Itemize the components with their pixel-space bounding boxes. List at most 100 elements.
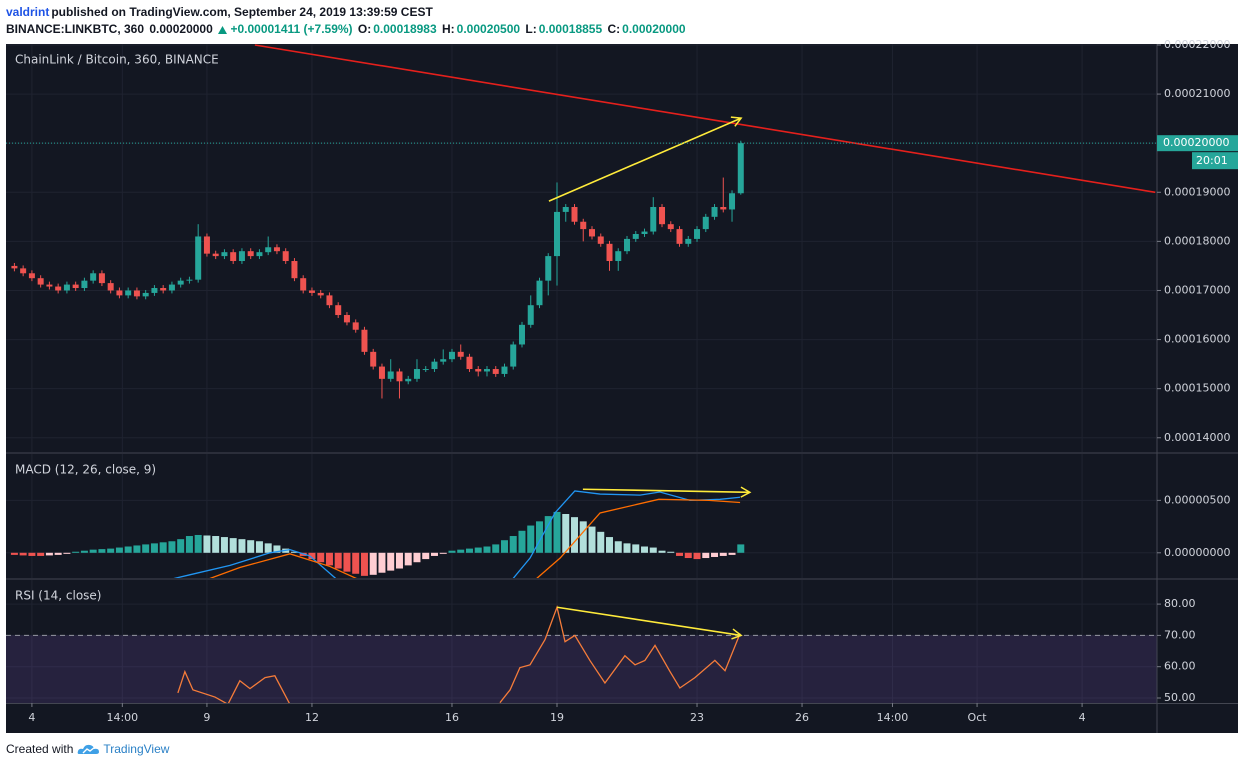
- candle-body: [326, 295, 333, 306]
- histogram-bar: [387, 552, 395, 571]
- histogram-bar: [220, 537, 228, 553]
- candle-body: [90, 273, 97, 281]
- ohlc-value: 0.00018983: [373, 22, 437, 36]
- candle-body: [659, 207, 666, 225]
- candle-body: [116, 290, 123, 296]
- candle-body: [667, 224, 674, 230]
- candle-body: [273, 247, 280, 252]
- histogram-bar: [527, 525, 535, 553]
- pane-title: ChainLink / Bitcoin, 360, BINANCE: [15, 53, 219, 67]
- histogram-bar: [168, 541, 176, 553]
- histogram-bar: [711, 552, 719, 557]
- y-tick-label: 0.00021000: [1164, 87, 1230, 100]
- candle-body: [632, 234, 639, 239]
- histogram-bar: [185, 536, 193, 553]
- candle-body: [378, 366, 385, 379]
- histogram-bar: [483, 546, 491, 553]
- histogram-bar: [684, 552, 692, 559]
- histogram-bar: [719, 552, 727, 556]
- histogram-bar: [474, 547, 482, 553]
- x-tick-label: 26: [795, 711, 809, 724]
- candle-body: [151, 288, 158, 293]
- histogram-bar: [150, 543, 158, 553]
- histogram-bar: [553, 511, 561, 553]
- x-tick-label: 12: [305, 711, 319, 724]
- y-tick-label: 70.00: [1164, 628, 1196, 641]
- candle-body: [711, 207, 718, 217]
- candle-body: [282, 251, 289, 262]
- x-tick-label: 23: [690, 711, 704, 724]
- last-price-box: [1157, 135, 1238, 152]
- author[interactable]: valdrint: [6, 5, 50, 19]
- candle-body: [422, 369, 429, 371]
- histogram-bar: [142, 544, 150, 553]
- price-pane: [6, 44, 1157, 452]
- histogram-bar: [45, 552, 53, 556]
- candle-body: [361, 329, 368, 352]
- histogram-bar: [606, 537, 614, 553]
- candle-body: [606, 243, 613, 262]
- candle-body: [466, 356, 473, 370]
- histogram-bar: [308, 552, 316, 560]
- candle-body: [387, 371, 394, 379]
- histogram-bar: [369, 552, 377, 575]
- arrow-drawing: [582, 486, 752, 498]
- arrow-drawing: [556, 606, 743, 640]
- histogram-bar: [737, 544, 745, 553]
- rsi-pane: [6, 580, 1157, 703]
- candle-body: [335, 305, 342, 316]
- published: published on TradingView.com, September …: [51, 5, 433, 19]
- candle-body: [737, 143, 744, 194]
- candle-body: [413, 369, 420, 379]
- histogram-bar: [422, 552, 430, 560]
- last-price: 0.00020000: [149, 22, 213, 36]
- candle-body: [501, 366, 508, 374]
- histogram-bar: [63, 552, 71, 554]
- footer-brand[interactable]: TradingView: [103, 742, 170, 756]
- y-tick-label: 60.00: [1164, 660, 1196, 673]
- candle-body: [160, 288, 167, 291]
- candle-body: [291, 261, 298, 279]
- histogram-bar: [247, 540, 255, 553]
- histogram-bar: [395, 552, 403, 569]
- histogram-bar: [623, 543, 631, 553]
- ohlc-value: 0.00018855: [538, 22, 603, 36]
- histogram-bar: [588, 526, 596, 553]
- ohlc-label: C:: [607, 22, 621, 36]
- candle-body: [720, 207, 727, 210]
- x-tick-label: 16: [445, 711, 459, 724]
- candle-body: [650, 207, 657, 232]
- candle-body: [562, 207, 569, 212]
- candle-body: [457, 351, 464, 357]
- candle-body: [28, 273, 35, 279]
- histogram-bar: [632, 544, 640, 553]
- y-tick-label: 0.00019000: [1164, 185, 1230, 198]
- histogram-bar: [124, 546, 132, 553]
- histogram-bar: [212, 536, 220, 553]
- candle-body: [405, 378, 412, 382]
- candle-body: [238, 251, 245, 262]
- y-tick-label: 0.00016000: [1164, 333, 1230, 346]
- histogram-bar: [535, 521, 543, 553]
- ohlc-label: O:: [357, 22, 372, 36]
- ohlc-value: 0.00020500: [456, 22, 521, 36]
- y-tick-label: 0.00022000: [1164, 38, 1230, 51]
- symbol: BINANCE:LINKBTC, 360: [6, 22, 145, 36]
- y-tick-label: 50.00: [1164, 691, 1196, 704]
- rsi-line: [177, 604, 741, 703]
- candle-body: [589, 229, 596, 237]
- histogram-bar: [360, 552, 368, 576]
- up-icon: [218, 26, 228, 34]
- y-tick-label: 0.00000500: [1164, 493, 1230, 506]
- candle-body: [186, 279, 193, 281]
- histogram-bar: [641, 546, 649, 553]
- candle-body: [431, 361, 438, 370]
- candle-body: [510, 344, 517, 367]
- histogram-bar: [54, 552, 62, 555]
- histogram-bar: [325, 552, 333, 566]
- candle-body: [177, 280, 184, 285]
- last-price-label: 0.00020000: [1163, 136, 1229, 149]
- x-tick-label: 14:00: [106, 711, 138, 724]
